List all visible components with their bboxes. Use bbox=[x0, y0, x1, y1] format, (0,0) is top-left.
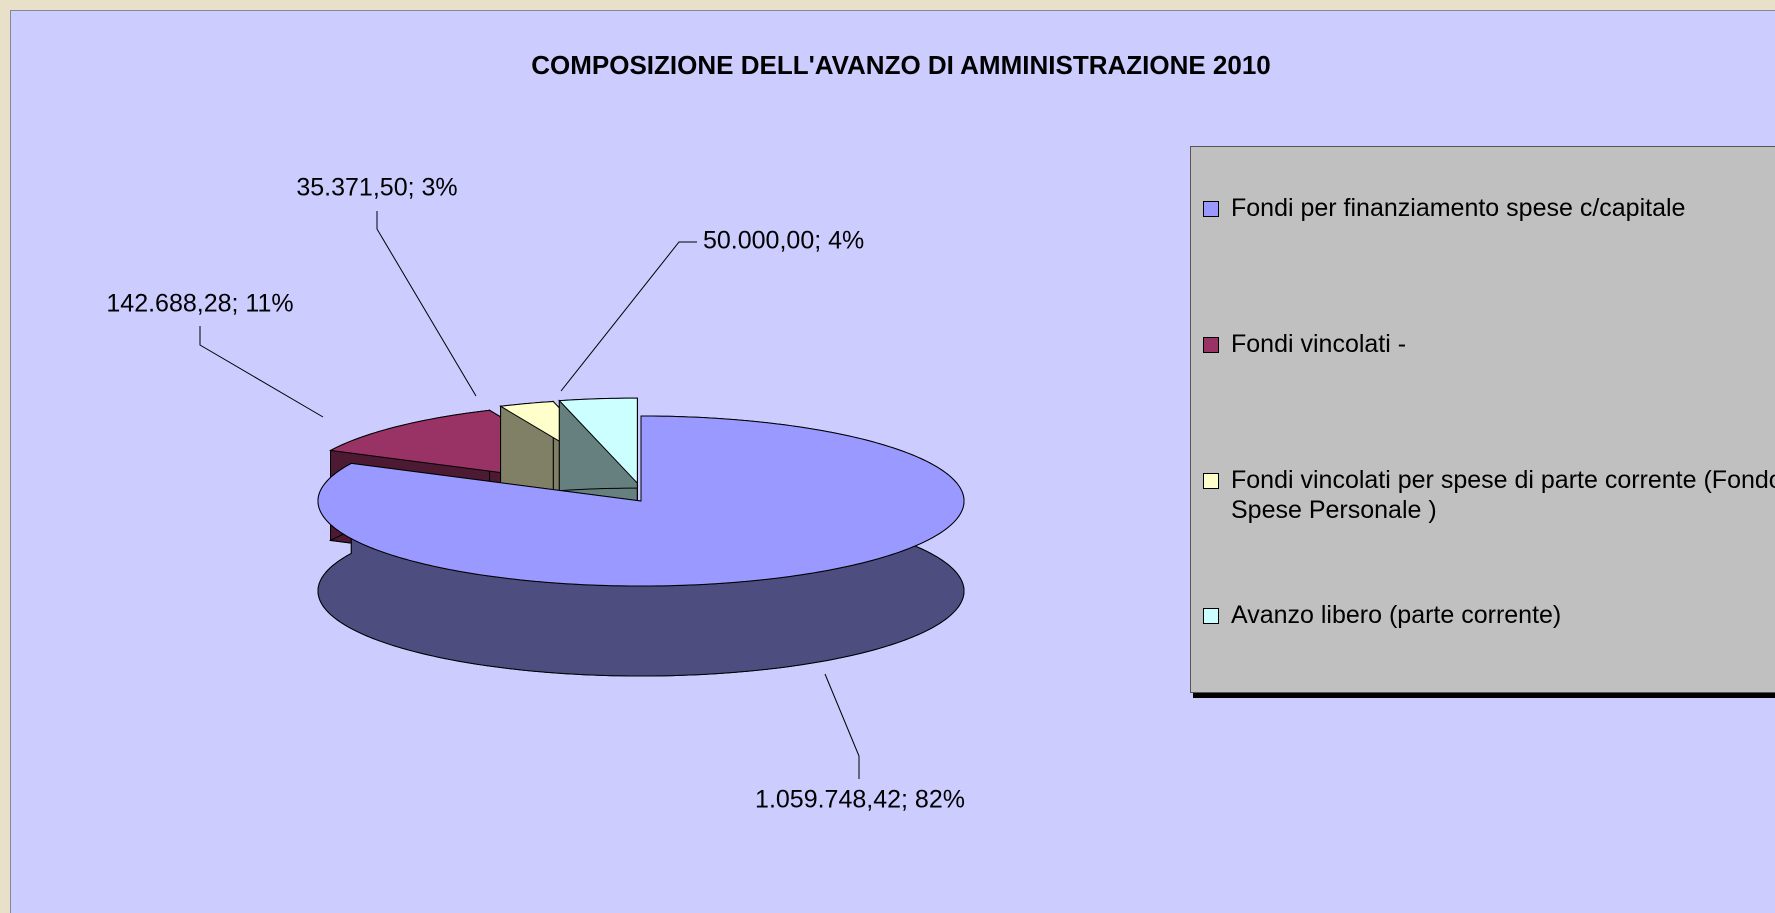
slice bbox=[317, 415, 965, 587]
legend-entry: Avanzo libero (parte corrente) bbox=[1203, 600, 1775, 630]
legend-label: Fondi per finanziamento spese c/capitale bbox=[1231, 194, 1686, 222]
slice bbox=[317, 415, 965, 677]
legend-swatch bbox=[1203, 337, 1219, 353]
leader-line bbox=[824, 673, 860, 779]
leader-line bbox=[199, 326, 324, 418]
data-label: 35.371,50; 3% bbox=[296, 174, 457, 202]
legend-entry: Fondi per finanziamento spese c/capitale bbox=[1203, 193, 1775, 223]
legend-entry: Fondi vincolati per spese di parte corre… bbox=[1203, 465, 1775, 525]
data-label: 1.059.748,42; 82% bbox=[755, 786, 965, 814]
legend-entry: Fondi vincolati - bbox=[1203, 329, 1775, 359]
leader-line bbox=[560, 241, 697, 392]
legend-swatch bbox=[1203, 473, 1219, 489]
slice bbox=[558, 397, 638, 485]
legend-swatch bbox=[1203, 608, 1219, 624]
data-label: 50.000,00; 4% bbox=[703, 227, 864, 255]
data-label: 142.688,28; 11% bbox=[106, 290, 293, 318]
chart-title: COMPOSIZIONE DELL'AVANZO DI AMMINISTRAZI… bbox=[531, 50, 1271, 80]
legend-label: Avanzo libero (parte corrente) bbox=[1231, 601, 1562, 629]
legend-swatch bbox=[1203, 201, 1219, 217]
legend: Fondi per finanziamento spese c/capitale… bbox=[1190, 146, 1775, 693]
chart: COMPOSIZIONE DELL'AVANZO DI AMMINISTRAZI… bbox=[106, 50, 1271, 814]
legend-label: Fondi vincolati - bbox=[1231, 330, 1407, 358]
leader-line bbox=[376, 211, 477, 397]
chart-area: COMPOSIZIONE DELL'AVANZO DI AMMINISTRAZI… bbox=[10, 10, 1775, 913]
legend-label: Fondi vincolati per spese di parte corre… bbox=[1231, 466, 1775, 524]
